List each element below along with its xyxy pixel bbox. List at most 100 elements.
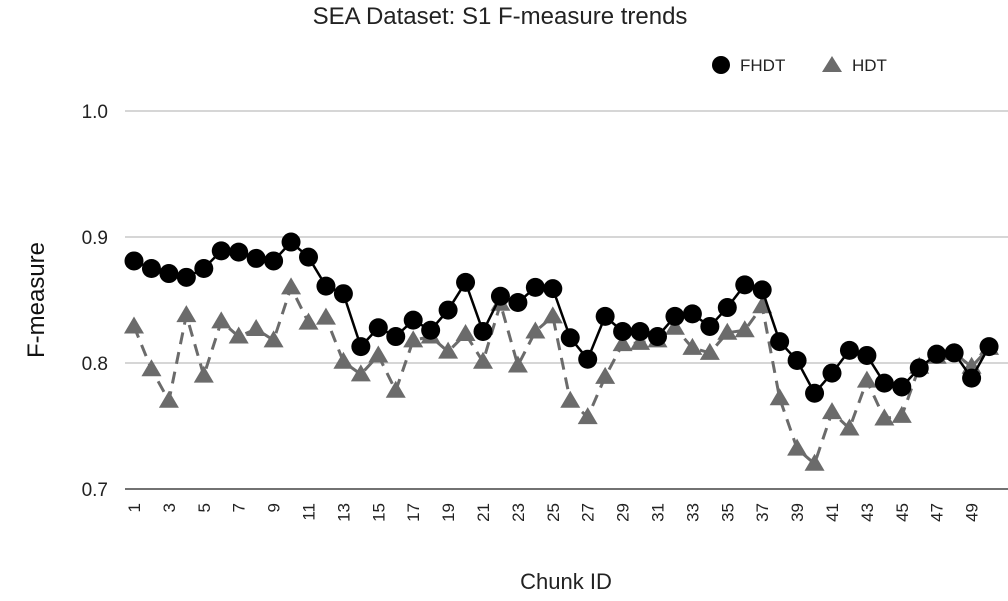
data-point-fhdt xyxy=(525,277,545,297)
data-point-fhdt xyxy=(246,248,266,268)
x-tick-label: 47 xyxy=(928,503,947,522)
data-point-fhdt xyxy=(316,276,336,296)
data-point-fhdt xyxy=(630,322,650,341)
data-point-fhdt xyxy=(508,293,528,313)
data-point-hdt xyxy=(385,380,406,398)
data-point-fhdt xyxy=(822,363,842,383)
data-point-hdt xyxy=(193,365,214,383)
x-tick-label: 9 xyxy=(265,503,284,512)
data-point-fhdt xyxy=(805,383,825,403)
x-tick-label: 35 xyxy=(718,503,737,522)
legend-hdt-marker xyxy=(822,56,842,72)
y-tick-label: 0.7 xyxy=(82,480,108,501)
data-point-fhdt xyxy=(386,327,406,347)
data-point-hdt xyxy=(874,408,895,426)
data-point-fhdt xyxy=(613,322,633,341)
data-point-hdt xyxy=(752,296,773,314)
data-point-hdt xyxy=(333,351,354,369)
data-point-hdt xyxy=(246,318,267,336)
data-point-hdt xyxy=(141,359,162,377)
data-point-fhdt xyxy=(682,304,702,324)
x-tick-label: 3 xyxy=(160,503,179,512)
x-tick-label: 49 xyxy=(963,503,982,522)
data-point-hdt xyxy=(699,342,720,360)
data-point-hdt xyxy=(403,330,424,348)
y-tick-label: 1.0 xyxy=(82,102,108,123)
series-fhdt xyxy=(124,232,999,403)
data-point-hdt xyxy=(298,312,319,330)
x-tick-label: 11 xyxy=(300,503,319,521)
data-point-fhdt xyxy=(979,337,999,357)
series-hdt xyxy=(124,277,1000,471)
legend-hdt-label: HDT xyxy=(852,56,887,75)
data-point-hdt xyxy=(263,330,284,348)
data-point-hdt xyxy=(438,341,459,359)
data-point-fhdt xyxy=(438,300,458,320)
data-point-fhdt xyxy=(700,316,720,336)
data-point-hdt xyxy=(891,405,912,423)
data-point-hdt xyxy=(455,324,476,342)
data-point-fhdt xyxy=(159,264,179,284)
x-axis-label: Chunk ID xyxy=(520,569,612,594)
data-point-hdt xyxy=(507,355,528,373)
data-point-fhdt xyxy=(787,350,807,370)
data-point-fhdt xyxy=(211,241,231,261)
data-point-fhdt xyxy=(874,373,894,393)
data-point-hdt xyxy=(577,407,598,425)
data-point-fhdt xyxy=(490,286,510,306)
data-point-hdt xyxy=(158,390,179,408)
data-point-fhdt xyxy=(752,280,772,300)
data-point-hdt xyxy=(176,305,197,323)
y-tick-label: 0.8 xyxy=(82,354,108,375)
x-tick-label: 27 xyxy=(579,503,598,522)
legend-fhdt-label: FHDT xyxy=(740,56,785,75)
data-point-hdt xyxy=(473,351,493,369)
data-point-fhdt xyxy=(648,327,667,347)
data-point-hdt xyxy=(542,306,563,324)
data-point-hdt xyxy=(525,321,546,339)
chart-title: SEA Dataset: S1 F-measure trends xyxy=(313,3,688,30)
data-point-hdt xyxy=(822,402,842,420)
y-tick-label: 0.9 xyxy=(82,228,108,249)
data-point-fhdt xyxy=(735,275,755,295)
data-point-fhdt xyxy=(229,242,249,262)
data-point-fhdt xyxy=(333,284,353,304)
data-point-hdt xyxy=(368,345,389,363)
data-point-fhdt xyxy=(857,345,877,365)
data-point-fhdt xyxy=(717,298,737,318)
data-point-hdt xyxy=(315,307,336,325)
data-point-fhdt xyxy=(281,232,301,252)
data-point-fhdt xyxy=(421,320,441,340)
x-tick-label: 37 xyxy=(753,503,772,522)
data-point-hdt xyxy=(281,277,302,295)
data-point-fhdt xyxy=(909,358,929,378)
data-point-fhdt xyxy=(927,344,947,364)
data-point-fhdt xyxy=(595,306,615,326)
data-point-fhdt xyxy=(368,318,388,338)
x-tick-label: 45 xyxy=(893,503,912,522)
data-point-hdt xyxy=(856,370,877,388)
data-point-hdt xyxy=(595,366,616,384)
legend: FHDT HDT xyxy=(712,56,887,75)
legend-fhdt-marker xyxy=(712,56,730,74)
x-tick-label: 33 xyxy=(683,503,702,522)
x-tick-label: 13 xyxy=(334,503,353,522)
x-tick-label: 7 xyxy=(230,503,249,512)
data-point-hdt xyxy=(804,453,825,471)
data-point-fhdt xyxy=(560,328,580,348)
x-tick-label: 5 xyxy=(195,503,214,512)
data-point-hdt xyxy=(682,337,703,355)
data-point-hdt xyxy=(560,390,581,408)
x-tick-label: 15 xyxy=(369,503,388,522)
data-point-fhdt xyxy=(944,343,964,363)
data-point-hdt xyxy=(124,316,144,334)
x-tick-label: 39 xyxy=(788,503,807,522)
data-point-fhdt xyxy=(299,247,318,267)
data-point-fhdt xyxy=(892,377,912,397)
x-tick-label: 23 xyxy=(509,503,528,522)
x-tick-label: 31 xyxy=(649,503,668,522)
data-point-fhdt xyxy=(543,279,563,299)
data-point-fhdt xyxy=(962,368,982,388)
data-point-fhdt xyxy=(176,267,196,287)
